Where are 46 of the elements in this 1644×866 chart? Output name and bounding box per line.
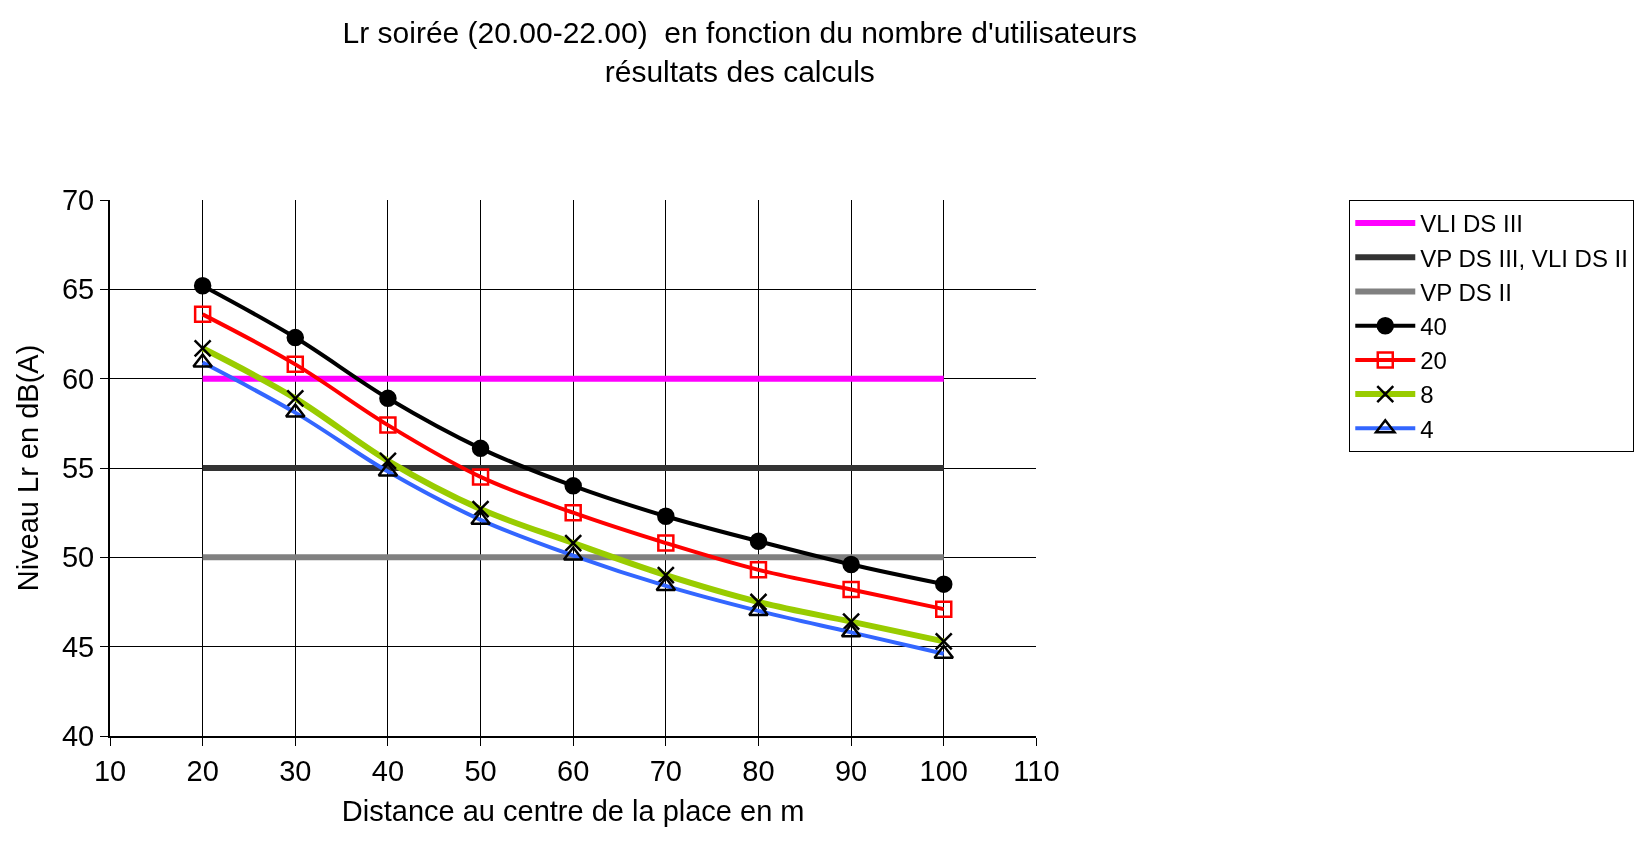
point bbox=[749, 532, 768, 550]
y-tick-label: 60 bbox=[61, 362, 95, 395]
x-tick-label: 80 bbox=[742, 754, 775, 787]
point bbox=[286, 355, 305, 374]
point bbox=[657, 507, 675, 525]
point bbox=[471, 468, 490, 486]
point bbox=[193, 277, 212, 295]
x-tick-label: 60 bbox=[557, 754, 590, 787]
point bbox=[193, 305, 212, 324]
legend-label: 4 bbox=[1420, 415, 1434, 443]
legend-label: 20 bbox=[1420, 347, 1447, 375]
legend-label: VP DS III, VLI DS II bbox=[1420, 244, 1628, 272]
y-tick-label: 65 bbox=[61, 273, 95, 306]
y-tick-label: 55 bbox=[61, 452, 95, 485]
legend-label: 8 bbox=[1420, 381, 1434, 409]
x-tick-label: 20 bbox=[186, 754, 219, 787]
y-tick-label: 50 bbox=[61, 541, 95, 574]
point bbox=[749, 561, 768, 579]
point bbox=[564, 503, 582, 522]
point bbox=[379, 389, 397, 408]
x-tick-label: 40 bbox=[371, 754, 405, 787]
y-tick-label: 70 bbox=[61, 184, 95, 217]
chart-title: Lr soirée (20.00-22.00) en fonction du nombre d'utilisateurs résultats des calculs bbox=[342, 16, 1138, 89]
point bbox=[842, 580, 860, 599]
point bbox=[471, 439, 490, 458]
legend-label: VLI DS III bbox=[1420, 210, 1523, 238]
point bbox=[379, 416, 397, 434]
x-tick-label: 70 bbox=[649, 754, 682, 787]
x-tick-label: 50 bbox=[464, 754, 497, 787]
point bbox=[935, 600, 953, 618]
point bbox=[657, 534, 675, 552]
legend-label: VP DS II bbox=[1420, 278, 1512, 306]
legend-label: 40 bbox=[1420, 313, 1447, 341]
point bbox=[564, 477, 582, 495]
y-tick-label: 45 bbox=[61, 630, 95, 663]
point bbox=[935, 575, 953, 593]
point bbox=[286, 328, 305, 347]
y-tick-label: 40 bbox=[61, 720, 95, 753]
x-tick-label: 30 bbox=[279, 754, 312, 787]
x-tick-label: 90 bbox=[834, 754, 868, 787]
x-axis-title: Distance au centre de la place en m bbox=[341, 795, 805, 828]
x-tick-label: 10 bbox=[93, 754, 127, 787]
x-tick-label: 100 bbox=[919, 754, 968, 787]
x-tick-label: 110 bbox=[1013, 754, 1060, 787]
point bbox=[842, 555, 860, 574]
y-axis-title: Niveau Lr en dB(A) bbox=[11, 344, 44, 592]
